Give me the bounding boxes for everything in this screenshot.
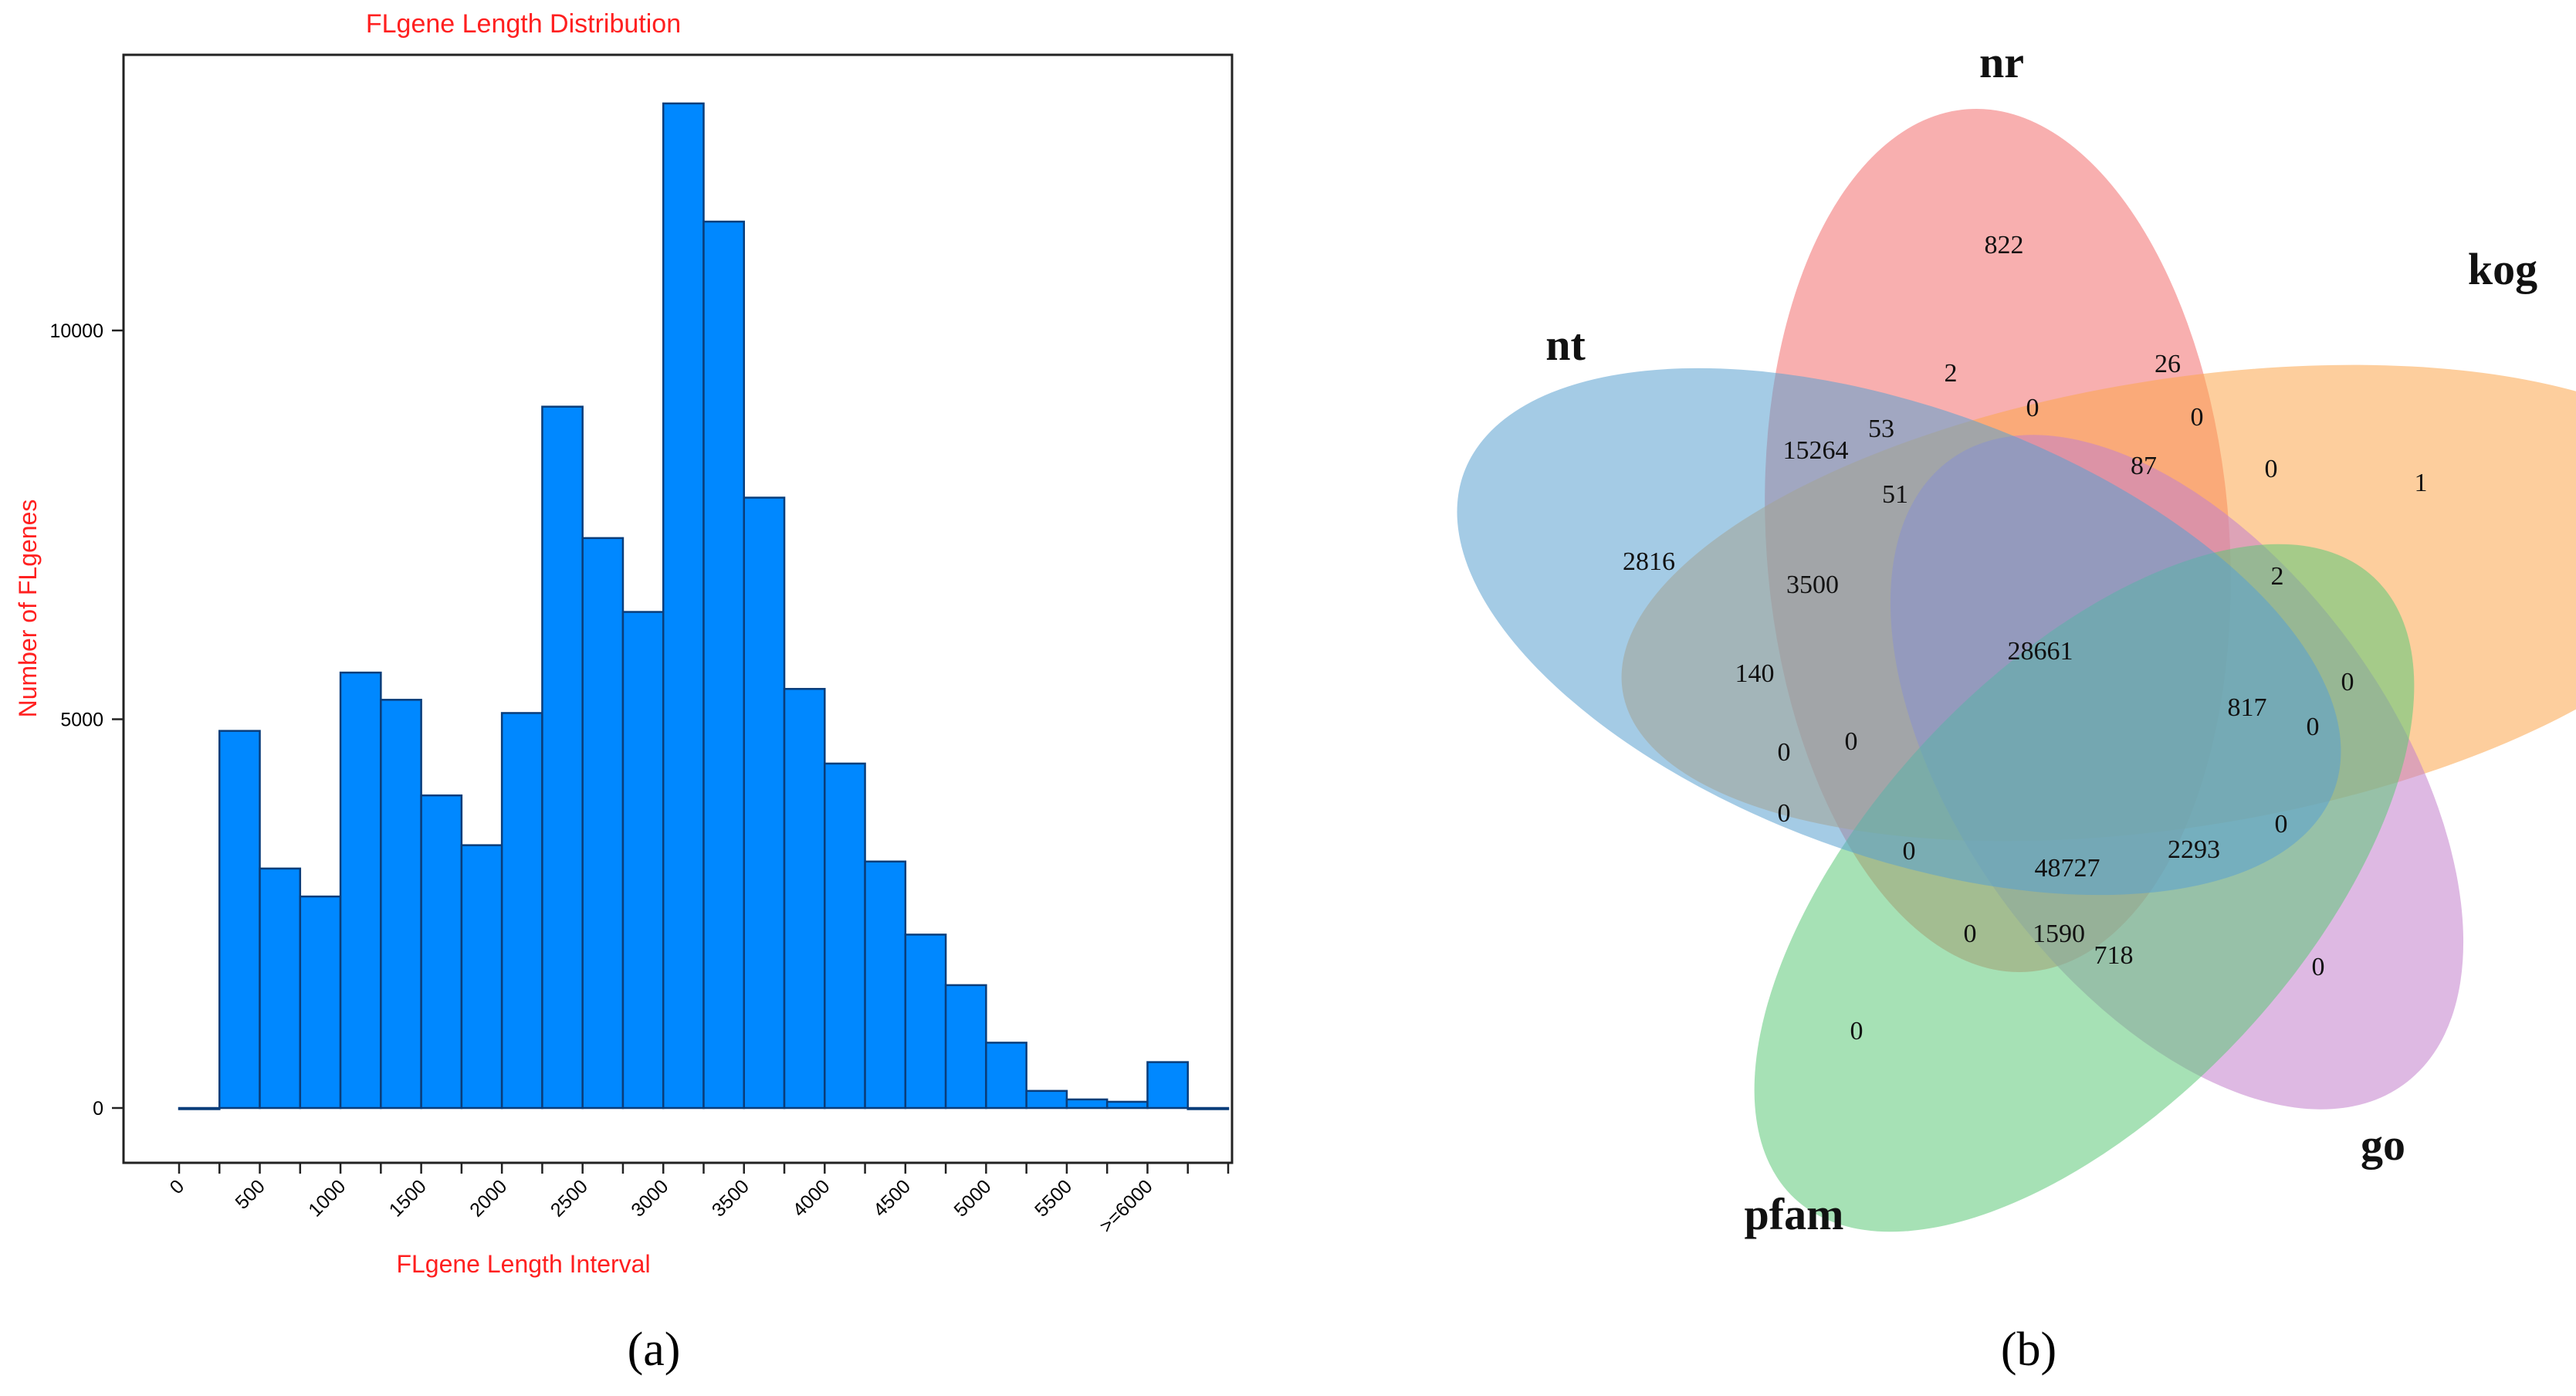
histogram-x-axis-label: FLgene Length Interval [396,1250,650,1278]
histogram-panel: FLgene Length Distribution 0 500 1000 1500 2… [14,9,1234,1376]
x-tick-label: 5000 [949,1175,995,1221]
histogram-bar [702,220,746,1110]
histogram-bar [1065,1098,1109,1110]
histogram-bar [500,712,543,1110]
venn-region-value: 0 [1778,799,1791,828]
y-tick-label: 0 [93,1098,103,1120]
x-tick-label: 1500 [385,1175,431,1221]
histogram-bar [944,984,987,1110]
x-tick-label: 3500 [708,1175,753,1221]
histogram-bar [581,537,625,1110]
venn-set-label-pfam: pfam [1745,1189,1844,1239]
x-tick-label: 1000 [304,1175,350,1221]
venn-region-value: 1590 [2033,920,2085,948]
histogram-bar [1186,1106,1230,1110]
x-tick-label: 3000 [627,1175,672,1221]
venn-region-value: 0 [2307,713,2320,741]
venn-region-value: 0 [1964,920,1977,948]
histogram-y-axis: 0 5000 10000 [49,320,124,1120]
histogram-bar [1105,1100,1149,1110]
venn-region-value: 0 [2026,394,2039,422]
venn-set-label-kog: kog [2468,244,2537,294]
histogram-bar [904,933,947,1110]
x-tick-label: 2000 [465,1175,511,1221]
histogram-bar [783,687,826,1110]
venn-region-value: 53 [1868,415,1894,443]
histogram-bar [218,730,261,1110]
histogram-bar [299,895,342,1110]
venn-region-value: 1 [2415,469,2428,497]
histogram-bar [339,671,382,1110]
x-tick-label: 500 [231,1175,269,1213]
venn-set-label-nr: nr [1979,37,2024,87]
venn-region-value: 2 [2271,562,2284,591]
panel-a-caption: (a) [628,1323,681,1376]
histogram-bar [380,699,422,1110]
histogram-x-axis: 0 500 1000 1500 2000 2500 3000 3500 4000 4500 5000… [166,1163,1230,1237]
x-tick-label: >=6000 [1095,1175,1157,1237]
venn-region-value: 0 [1845,727,1858,756]
venn-ellipse-nt [1457,368,2341,896]
histogram-bar [864,860,907,1110]
venn-region-value: 140 [1735,659,1775,688]
x-tick-label: 0 [166,1175,189,1198]
venn-region-value: 48727 [2035,854,2100,883]
histogram-y-axis-label: Number of FLgenes [14,500,42,718]
venn-region-value: 718 [2094,941,2134,970]
venn-region-value: 822 [1985,231,2024,259]
venn-region-value: 15264 [1783,436,1849,465]
venn-region-value: 2816 [1623,547,1675,576]
histogram-bar [420,794,463,1110]
venn-region-value: 0 [2275,810,2288,839]
venn-region-value: 3500 [1786,571,1839,599]
venn-region-value: 0 [2341,668,2354,696]
histogram-bar [662,102,705,1110]
histogram-bars [178,102,1230,1110]
venn-region-value: 87 [2131,452,2157,480]
venn-region-value: 26 [2155,350,2181,378]
histogram-bar [460,844,503,1110]
venn-region-value: 0 [1903,837,1916,866]
venn-region-value: 2293 [2168,835,2220,864]
venn-set-label-go: go [2361,1120,2405,1170]
venn-region-value: 0 [1778,738,1791,767]
histogram-bar [259,867,302,1110]
histogram-plot-frame [122,53,1234,1164]
venn-region-value: 0 [1850,1017,1863,1045]
venn-region-value: 51 [1882,480,1908,509]
venn-region-value: 0 [2312,953,2325,981]
histogram-bar [824,762,866,1110]
venn-region-value: 2 [1945,359,1958,388]
histogram-title: FLgene Length Distribution [366,9,681,39]
y-tick-label: 10000 [49,320,103,342]
x-tick-label: 4500 [869,1175,915,1221]
panel-b-caption: (b) [2001,1323,2056,1376]
histogram-bar [985,1042,1027,1110]
y-tick-label: 5000 [60,710,103,731]
venn-region-value: 28661 [2008,637,2073,666]
venn-ellipses [1457,108,2576,1232]
venn-set-labels: nr kog go pfam nt [1545,37,2537,1239]
venn-region-value: 0 [2191,403,2204,432]
x-tick-label: 5500 [1031,1175,1076,1221]
histogram-bar [541,405,584,1110]
histogram-bar [743,496,786,1110]
venn-set-label-nt: nt [1545,320,1586,370]
histogram-bar [1025,1089,1068,1110]
venn-region-value: 817 [2228,693,2267,722]
x-tick-label: 2500 [547,1175,592,1221]
histogram-bar [178,1106,221,1110]
histogram-bar [1146,1061,1189,1110]
x-tick-label: 4000 [788,1175,834,1221]
histogram-bar [621,611,665,1110]
venn-region-value: 0 [2265,455,2278,483]
